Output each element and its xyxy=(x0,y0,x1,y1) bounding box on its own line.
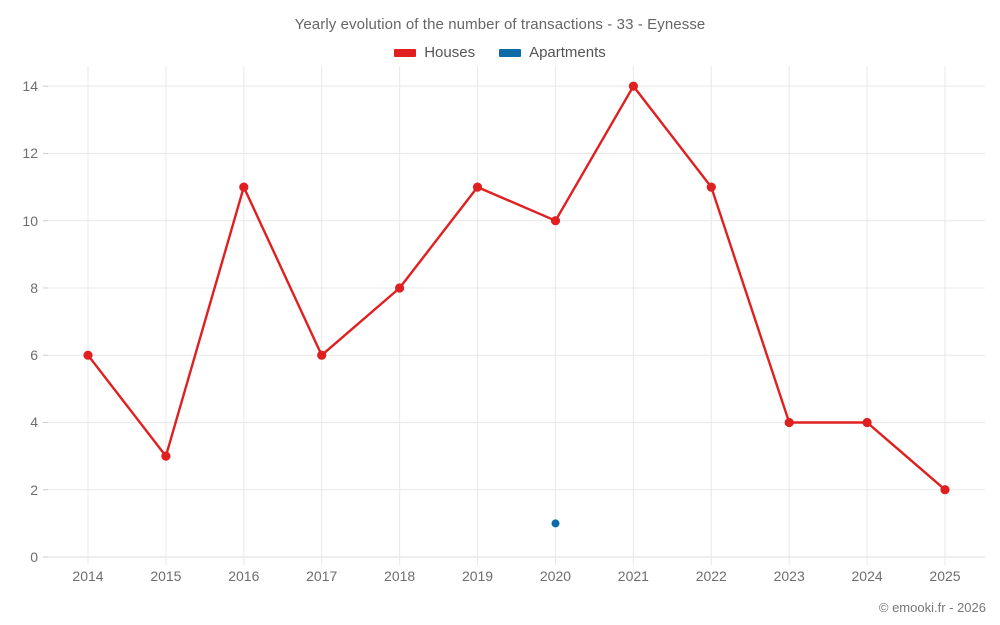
data-point[interactable]: 2020: 10 xyxy=(550,216,561,226)
data-point[interactable]: 2018: 8 xyxy=(395,283,405,293)
legend-item-apartments[interactable]: Apartments xyxy=(499,44,606,61)
x-tick-label: 2019 xyxy=(461,568,494,584)
legend-swatch-apartments-icon xyxy=(499,48,522,57)
x-tick-label: 2025 xyxy=(929,568,961,584)
legend-label-apartments: Apartments xyxy=(529,44,606,61)
data-point[interactable]: 2017: 6 xyxy=(317,350,327,360)
chart-credit: © emooki.fr - 2026 xyxy=(878,600,986,615)
x-tick-label: 2023 xyxy=(773,568,805,584)
data-point[interactable]: 2016: 11 xyxy=(239,182,249,192)
y-tick-label: 8 xyxy=(30,279,38,296)
x-tick-label: 2018 xyxy=(384,568,416,584)
y-tick-label: 4 xyxy=(30,414,38,431)
data-point[interactable]: 2020: 1 xyxy=(551,519,560,528)
data-point[interactable]: 2023: 4 xyxy=(784,417,794,428)
x-tick-label: 2017 xyxy=(306,568,338,584)
data-point[interactable]: 2019: 11 xyxy=(472,182,483,192)
data-point[interactable]: 2021: 14 xyxy=(628,81,639,91)
y-tick-label: 2 xyxy=(30,481,38,498)
y-tick-label: 6 xyxy=(30,347,38,364)
y-tick-label: 0 xyxy=(30,549,38,565)
data-point[interactable]: 2022: 11 xyxy=(706,182,716,192)
series-line-houses xyxy=(86,85,947,491)
data-point[interactable]: 2014: 6 xyxy=(83,350,93,360)
data-point[interactable]: 2025: 2 xyxy=(940,485,950,495)
series-layer: 2014: 6 2015: 3 2016: 11 2017: 6 2018: 8 2019… xyxy=(83,81,950,528)
data-point[interactable]: 2015: 3 xyxy=(161,451,171,461)
legend-label-houses: Houses xyxy=(424,44,476,61)
y-tick-label: 10 xyxy=(22,212,38,229)
legend-item-houses[interactable]: Houses xyxy=(394,44,475,61)
chart-legend: Houses Apartments xyxy=(0,44,1000,61)
x-tick-label: 2020 xyxy=(539,568,572,584)
x-tick-label: 2014 xyxy=(72,568,104,584)
legend-swatch-houses-icon xyxy=(394,48,417,57)
data-point[interactable]: 2024: 4 xyxy=(862,417,872,428)
x-tick-label: 2021 xyxy=(617,568,649,584)
chart-title: Yearly evolution of the number of transa… xyxy=(294,16,706,33)
x-tick-label: 2024 xyxy=(851,568,883,584)
y-tick-label: 12 xyxy=(22,145,38,162)
x-tick-label: 2022 xyxy=(695,568,727,584)
grid-layer xyxy=(43,66,985,565)
y-tick-label: 14 xyxy=(22,78,38,95)
x-tick-label: 2015 xyxy=(150,568,182,584)
x-tick-label: 2016 xyxy=(228,568,260,584)
